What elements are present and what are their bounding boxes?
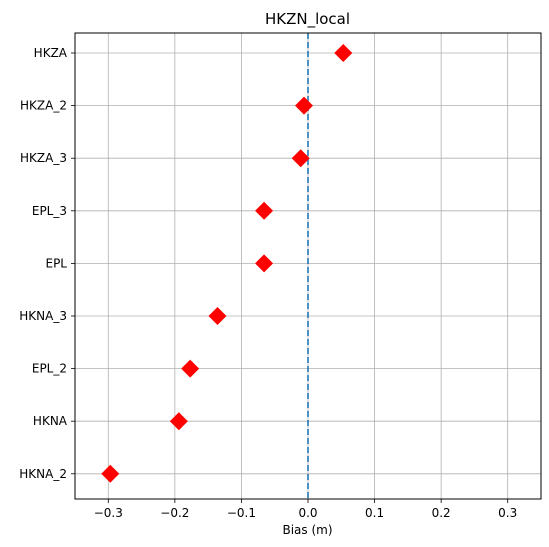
y-tick-label: EPL_3 bbox=[32, 204, 67, 218]
data-point-diamond bbox=[255, 254, 274, 273]
x-tick-label: −0.3 bbox=[94, 506, 123, 520]
x-tick-label: 0.2 bbox=[432, 506, 451, 520]
y-tick-label: HKNA_2 bbox=[19, 467, 67, 481]
y-tick-label: HKZA bbox=[34, 46, 68, 60]
chart-title: HKZN_local bbox=[265, 10, 350, 29]
data-point-diamond bbox=[208, 307, 227, 325]
x-tick-label: −0.2 bbox=[160, 506, 189, 520]
data-point-diamond bbox=[181, 359, 200, 378]
x-tick-label: 0.1 bbox=[365, 506, 384, 520]
x-tick-label: 0.0 bbox=[298, 506, 317, 520]
data-point-diamond bbox=[255, 201, 274, 220]
y-axis-ticks: HKZA HKZA_2 HKZA_3 EPL_3 EPL HKNA_3 EPL_2 HKNA H… bbox=[19, 46, 75, 481]
data-points bbox=[101, 44, 353, 483]
x-tick-label: 0.3 bbox=[498, 506, 517, 520]
data-point-diamond bbox=[334, 44, 353, 62]
x-tick-label: −0.1 bbox=[227, 506, 256, 520]
y-tick-label: HKNA bbox=[33, 414, 68, 428]
y-tick-label: HKNA_3 bbox=[19, 309, 67, 323]
y-tick-label: EPL bbox=[45, 256, 67, 270]
data-point-diamond bbox=[169, 412, 188, 431]
data-point-diamond bbox=[291, 149, 310, 168]
data-point-diamond bbox=[101, 464, 120, 483]
y-tick-label: HKZA_3 bbox=[20, 151, 67, 165]
x-axis-label: Bias (m) bbox=[282, 523, 332, 537]
data-point-diamond bbox=[295, 96, 314, 115]
x-axis-ticks: −0.3 −0.2 −0.1 0.0 0.1 0.2 0.3 bbox=[94, 499, 517, 520]
y-tick-label: HKZA_2 bbox=[20, 99, 67, 113]
y-tick-label: EPL_2 bbox=[32, 362, 67, 376]
